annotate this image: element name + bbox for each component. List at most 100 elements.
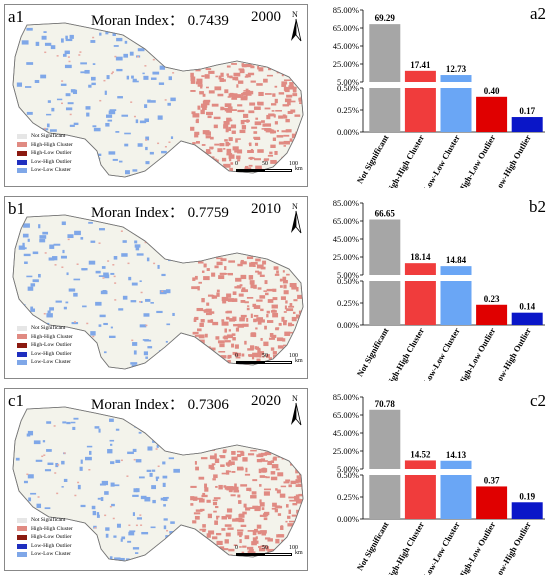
bar-upper <box>369 219 401 275</box>
bar-chart-b: 85.00% 65.00% 45.00% 25.00% 5.00%0.50% 0.25% 0… <box>333 198 545 381</box>
bar-lower <box>511 117 543 132</box>
upper-tick-label: 45.00% <box>333 41 359 51</box>
category-label: Not Significant <box>355 520 391 572</box>
upper-tick-label: 5.00% <box>337 270 359 280</box>
chart-label: c2 <box>529 391 546 410</box>
legend-item: High-High Cluster <box>17 525 73 534</box>
category-label: Low-Low Cluster <box>421 326 462 381</box>
lower-tick-label: 0.25% <box>337 492 359 502</box>
moran-index: Moran Index： 0.7439 <box>91 13 229 29</box>
chart-label: b2 <box>529 197 546 216</box>
upper-tick-label: 65.00% <box>333 410 359 420</box>
bar-value-label: 69.29 <box>375 13 396 23</box>
legend-item: High-Low Outlier <box>17 149 73 158</box>
upper-tick-label: 25.00% <box>333 59 359 69</box>
bar-value-label: 0.19 <box>519 491 535 501</box>
bar-upper <box>369 409 401 469</box>
upper-tick-label: 45.00% <box>333 428 359 438</box>
bar-chart-a: 85.00% 65.00% 45.00% 25.00% 5.00%0.50% 0.25% 0… <box>333 5 545 188</box>
upper-tick-label: 5.00% <box>337 77 359 87</box>
upper-tick-label: 5.00% <box>337 464 359 474</box>
bar-lower <box>369 88 401 132</box>
map-panel-a: a1 Moran Index： 0.7439 2000 N Not Signif… <box>4 4 308 187</box>
upper-tick-label: 25.00% <box>333 252 359 262</box>
upper-tick-label: 25.00% <box>333 446 359 456</box>
category-label: High-High Cluster <box>384 326 427 381</box>
map-label: c1 <box>8 391 25 410</box>
map-legend: Not Significant High-High Cluster High-L… <box>17 324 73 367</box>
bar-lower <box>404 475 436 519</box>
bar-upper <box>404 263 436 275</box>
bar-upper <box>440 460 472 469</box>
upper-tick-label: 65.00% <box>333 23 359 33</box>
lower-tick-label: 0.00% <box>337 320 359 330</box>
scale-bar: 0 50 100 km <box>235 545 303 556</box>
north-text: N <box>292 10 298 19</box>
bar-value-label: 14.13 <box>446 450 467 460</box>
map-label: a1 <box>8 7 25 26</box>
bar-lower <box>369 281 401 325</box>
map-year: 2010 <box>251 201 281 217</box>
bar-value-label: 70.78 <box>375 399 396 409</box>
bar-chart-c: 85.00% 65.00% 45.00% 25.00% 5.00%0.50% 0.25% 0… <box>333 392 545 575</box>
chart-panel-a: 85.00% 65.00% 45.00% 25.00% 5.00% 0.50% 0.25% 0… <box>311 2 548 188</box>
category-label: High-Low Outlier <box>456 520 497 575</box>
legend-item: Not Significant <box>17 132 73 141</box>
category-label: High-High Cluster <box>384 520 427 575</box>
bar-upper <box>440 266 472 275</box>
legend-item: Not Significant <box>17 324 73 333</box>
chart-label: a2 <box>529 4 546 23</box>
chart-panel-b: 85.00% 65.00% 45.00% 25.00% 5.00% 0.50% 0.25% 0… <box>311 195 548 381</box>
map-panel-c: c1 Moran Index： 0.7306 2020 N Not Signif… <box>4 388 308 571</box>
lower-tick-label: 0.50% <box>337 276 359 286</box>
bar-value-label: 0.37 <box>484 475 500 485</box>
legend-item: Low-Low Cluster <box>17 550 73 559</box>
legend-item: Not Significant <box>17 516 73 525</box>
category-label: High-Low Outlier <box>456 326 497 381</box>
lower-tick-label: 0.00% <box>337 127 359 137</box>
map-panel-b: b1 Moran Index： 0.7759 2010 N Not Signif… <box>4 196 308 379</box>
north-text: N <box>292 394 298 403</box>
bar-value-label: 14.84 <box>446 255 467 265</box>
legend-item: High-High Cluster <box>17 141 73 150</box>
legend-item: High-High Cluster <box>17 333 73 342</box>
chart-panel-c: 85.00% 65.00% 45.00% 25.00% 5.00% 0.50% 0.25% 0… <box>311 389 548 575</box>
category-label: High-Low Outlier <box>456 133 497 188</box>
category-label: Low-High Outlier <box>492 520 533 575</box>
bar-value-label: 18.14 <box>410 252 431 262</box>
category-label: Low-Low Cluster <box>421 520 462 575</box>
legend-item: Low-High Outlier <box>17 158 73 167</box>
bar-upper <box>404 70 436 82</box>
lower-tick-label: 0.50% <box>337 83 359 93</box>
map-legend: Not Significant High-High Cluster High-L… <box>17 516 73 559</box>
category-label: Not Significant <box>355 326 391 378</box>
map-year: 2020 <box>251 393 281 409</box>
bar-value-label: 0.17 <box>519 106 535 116</box>
moran-index: Moran Index： 0.7759 <box>91 205 229 221</box>
upper-tick-label: 45.00% <box>333 234 359 244</box>
map-year: 2000 <box>251 9 281 25</box>
bar-upper <box>369 24 401 82</box>
upper-tick-label: 85.00% <box>333 392 359 402</box>
bar-lower <box>440 88 472 132</box>
lower-tick-label: 0.00% <box>337 514 359 524</box>
bar-value-label: 12.73 <box>446 64 467 74</box>
bar-upper <box>404 460 436 469</box>
map-legend: Not Significant High-High Cluster High-L… <box>17 132 73 175</box>
bar-lower <box>404 281 436 325</box>
north-arrow-icon: N <box>287 391 305 427</box>
bar-value-label: 0.40 <box>484 86 500 96</box>
legend-item: Low-Low Cluster <box>17 166 73 175</box>
bar-value-label: 0.14 <box>519 302 535 312</box>
category-label: Low-Low Cluster <box>421 133 462 188</box>
bar-lower <box>404 88 436 132</box>
upper-tick-label: 85.00% <box>333 5 359 15</box>
bar-upper <box>440 75 472 82</box>
category-label: Not Significant <box>355 133 391 185</box>
scale-bar: 0 50 100 km <box>235 353 303 364</box>
upper-tick-label: 65.00% <box>333 216 359 226</box>
bar-lower <box>511 312 543 325</box>
bar-lower <box>476 96 508 132</box>
lower-tick-label: 0.50% <box>337 470 359 480</box>
category-label: Low-High Outlier <box>492 133 533 188</box>
